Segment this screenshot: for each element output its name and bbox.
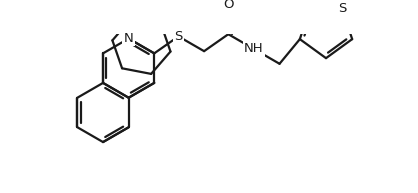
Text: S: S (174, 30, 183, 43)
Text: N: N (124, 32, 133, 45)
Text: S: S (338, 2, 347, 15)
Text: O: O (223, 0, 234, 11)
Text: NH: NH (244, 42, 264, 56)
